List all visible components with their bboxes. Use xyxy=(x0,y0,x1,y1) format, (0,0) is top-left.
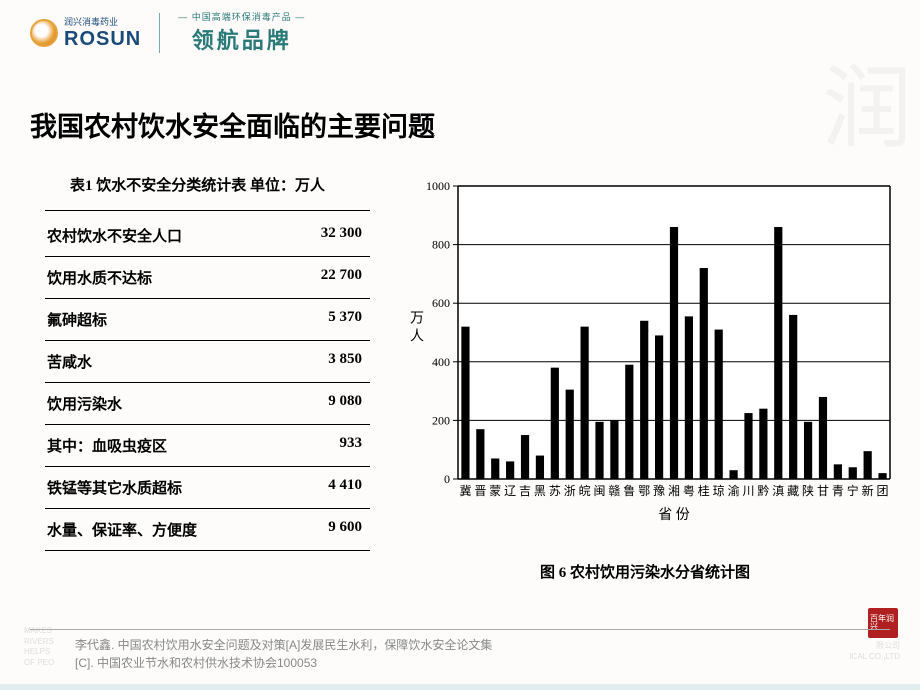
chart-svg: 0 200 400 600 800 1000 冀晋蒙辽吉黑苏浙皖闽赣鲁鄂豫湘粤桂琼渝川黔滇藏… xyxy=(390,174,900,534)
svg-text:200: 200 xyxy=(432,413,450,427)
content-area: 表1 饮水不安全分类统计表 单位：万人 农村饮水不安全人口 32 300 饮用水质不… xyxy=(0,174,920,582)
svg-text:甘: 甘 xyxy=(817,484,829,498)
citation-line1: 李代鑫. 中国农村饮用水安全问题及对策[A]发展民生水利，保障饮水安全论文集 xyxy=(30,636,890,654)
svg-text:黑: 黑 xyxy=(534,484,546,498)
logo-icon xyxy=(30,19,58,47)
header: 润兴消毒药业 ROSUN — 中国高端环保消毒产品 — 领航品牌 xyxy=(0,0,920,60)
svg-text:滇: 滇 xyxy=(772,484,784,498)
svg-text:黔: 黔 xyxy=(757,483,769,498)
divider xyxy=(159,13,160,53)
table-row-value: 22 700 xyxy=(321,267,362,288)
svg-text:川: 川 xyxy=(742,484,754,498)
svg-text:万: 万 xyxy=(410,312,424,327)
svg-text:1000: 1000 xyxy=(426,179,450,193)
table-row-label: 苦咸水 xyxy=(47,351,92,372)
bottom-border xyxy=(0,684,920,690)
table-row-value: 5 370 xyxy=(328,309,362,330)
brand-tagline: — 中国高端环保消毒产品 — xyxy=(178,10,305,23)
brand-block: — 中国高端环保消毒产品 — 领航品牌 xyxy=(178,10,305,55)
footer-rule xyxy=(30,629,890,630)
svg-text:浙: 浙 xyxy=(564,484,576,498)
svg-text:豫: 豫 xyxy=(653,484,665,498)
svg-text:粤: 粤 xyxy=(683,483,695,498)
logo-name: ROSUN xyxy=(64,28,141,51)
svg-text:鄂: 鄂 xyxy=(638,484,650,498)
svg-text:宁: 宁 xyxy=(847,483,859,498)
svg-text:闽: 闽 xyxy=(594,484,606,498)
svg-text:省 份: 省 份 xyxy=(658,507,690,523)
logo-subtitle: 润兴消毒药业 xyxy=(64,15,141,28)
svg-text:人: 人 xyxy=(410,329,424,345)
watermark: 润 xyxy=(815,60,901,150)
svg-text:湘: 湘 xyxy=(668,483,680,498)
table-row: 其中：血吸虫疫区 933 xyxy=(45,425,370,467)
table-row: 饮用污染水 9 080 xyxy=(45,383,370,425)
svg-text:渝: 渝 xyxy=(728,483,740,498)
svg-text:青: 青 xyxy=(832,484,844,498)
table-row: 水量、保证率、方便度 9 600 xyxy=(45,509,370,551)
svg-text:冀: 冀 xyxy=(459,484,471,498)
table-row-value: 3 850 xyxy=(328,351,362,372)
chart-caption: 图 6 农村饮用污染水分省统计图 xyxy=(390,561,900,582)
svg-text:400: 400 xyxy=(432,355,450,369)
footer: 李代鑫. 中国农村饮用水安全问题及对策[A]发展民生水利，保障饮水安全论文集 [… xyxy=(30,629,890,672)
svg-text:苏: 苏 xyxy=(549,484,561,498)
table-row-value: 32 300 xyxy=(321,225,362,246)
table-row-value: 933 xyxy=(340,435,363,456)
table-row: 饮用水质不达标 22 700 xyxy=(45,257,370,299)
page-title: 我国农村饮水安全面临的主要问题 xyxy=(30,105,920,144)
table-row: 农村饮水不安全人口 32 300 xyxy=(45,211,370,257)
svg-text:晋: 晋 xyxy=(474,484,486,498)
svg-text:800: 800 xyxy=(432,238,450,252)
table-row-label: 氟砷超标 xyxy=(47,309,107,330)
table-row-label: 其中：血吸虫疫区 xyxy=(47,435,167,456)
table-row-value: 9 080 xyxy=(328,393,362,414)
table-row-value: 9 600 xyxy=(328,519,362,540)
table-row-label: 饮用污染水 xyxy=(47,393,122,414)
table-caption: 表1 饮水不安全分类统计表 单位：万人 xyxy=(45,174,370,195)
svg-text:琼: 琼 xyxy=(713,483,725,498)
data-table: 表1 饮水不安全分类统计表 单位：万人 农村饮水不安全人口 32 300 饮用水质不… xyxy=(45,174,370,582)
svg-text:赣: 赣 xyxy=(608,484,620,498)
table-row: 铁锰等其它水质超标 4 410 xyxy=(45,467,370,509)
table-row-label: 水量、保证率、方便度 xyxy=(47,519,197,540)
table-row-value: 4 410 xyxy=(328,477,362,498)
svg-text:鲁: 鲁 xyxy=(623,484,635,498)
citation-line2: [C]. 中国农业节水和农村供水技术协会100053 xyxy=(30,654,890,672)
svg-text:陕: 陕 xyxy=(802,483,814,498)
table-row-label: 铁锰等其它水质超标 xyxy=(47,477,182,498)
svg-text:桂: 桂 xyxy=(698,483,710,498)
table-row: 氟砷超标 5 370 xyxy=(45,299,370,341)
svg-text:新: 新 xyxy=(862,483,874,498)
table-row: 苦咸水 3 850 xyxy=(45,341,370,383)
svg-text:蒙: 蒙 xyxy=(489,484,501,498)
table-row-label: 农村饮水不安全人口 xyxy=(47,225,182,246)
svg-text:辽: 辽 xyxy=(504,484,516,498)
brand-title: 领航品牌 xyxy=(192,23,292,55)
svg-text:吉: 吉 xyxy=(519,484,531,498)
svg-text:藏: 藏 xyxy=(787,484,799,498)
bar-chart: 0 200 400 600 800 1000 冀晋蒙辽吉黑苏浙皖闽赣鲁鄂豫湘粤桂琼渝川黔滇藏… xyxy=(390,174,900,582)
svg-text:600: 600 xyxy=(432,296,450,310)
svg-text:0: 0 xyxy=(444,472,450,486)
table-row-label: 饮用水质不达标 xyxy=(47,267,152,288)
logo: 润兴消毒药业 ROSUN xyxy=(30,15,141,51)
svg-text:皖: 皖 xyxy=(579,484,591,498)
svg-text:团: 团 xyxy=(877,484,889,498)
